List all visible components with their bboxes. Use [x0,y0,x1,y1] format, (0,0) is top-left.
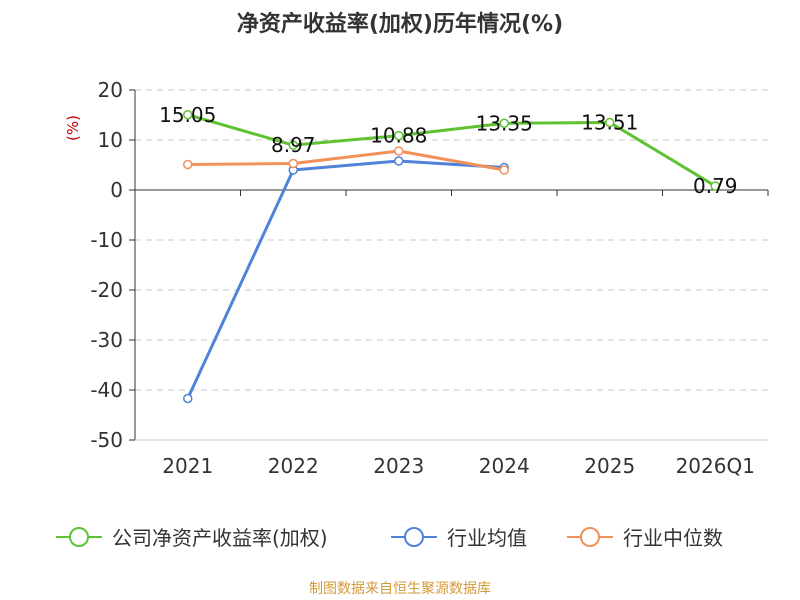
data-label: 13.35 [476,111,533,135]
data-label: 8.97 [271,133,316,157]
y-tick-label: -10 [90,228,123,252]
y-tick-label: 10 [98,128,123,152]
chart-title: 净资产收益率(加权)历年情况(%) [236,12,564,37]
data-point [499,165,509,175]
series-line-2 [187,149,505,172]
data-label: 13.51 [581,110,638,134]
y-tick-label: -40 [90,378,123,402]
data-point [499,118,509,128]
data-point [183,110,193,120]
source-note: 制图数据来自恒生聚源数据库 [309,581,491,597]
x-tick-label: 2025 [584,454,635,478]
series-line-0 [187,113,717,188]
series-line-1 [186,159,505,400]
data-label: 0.79 [693,174,738,198]
y-tick-label: -30 [90,328,123,352]
legend-marker [580,527,600,547]
legend-label: 行业均值 [447,526,527,550]
data-label: 15.05 [159,103,216,127]
data-label: 10.88 [370,124,427,148]
y-tick-label: -20 [90,278,123,302]
data-point [394,146,404,156]
y-tick-label: 20 [98,78,123,102]
legend-marker [404,527,424,547]
y-tick-label: 0 [110,178,123,202]
legend-label: 行业中位数 [623,526,723,550]
data-point [288,140,298,150]
x-tick-label: 2026Q1 [676,454,755,478]
data-point [394,156,404,166]
data-point [605,117,615,128]
data-point [183,159,193,170]
data-point [710,181,720,191]
data-point [394,130,404,141]
legend-label: 公司净资产收益率(加权) [112,526,328,550]
legend-marker [69,527,89,547]
x-tick-label: 2023 [373,454,424,478]
x-tick-label: 2022 [268,454,319,478]
data-point [183,393,193,404]
y-axis-label: (%) [64,115,82,141]
x-tick-label: 2024 [479,454,530,478]
y-tick-label: -50 [90,428,123,452]
x-tick-label: 2021 [162,454,213,478]
data-point [288,158,298,169]
